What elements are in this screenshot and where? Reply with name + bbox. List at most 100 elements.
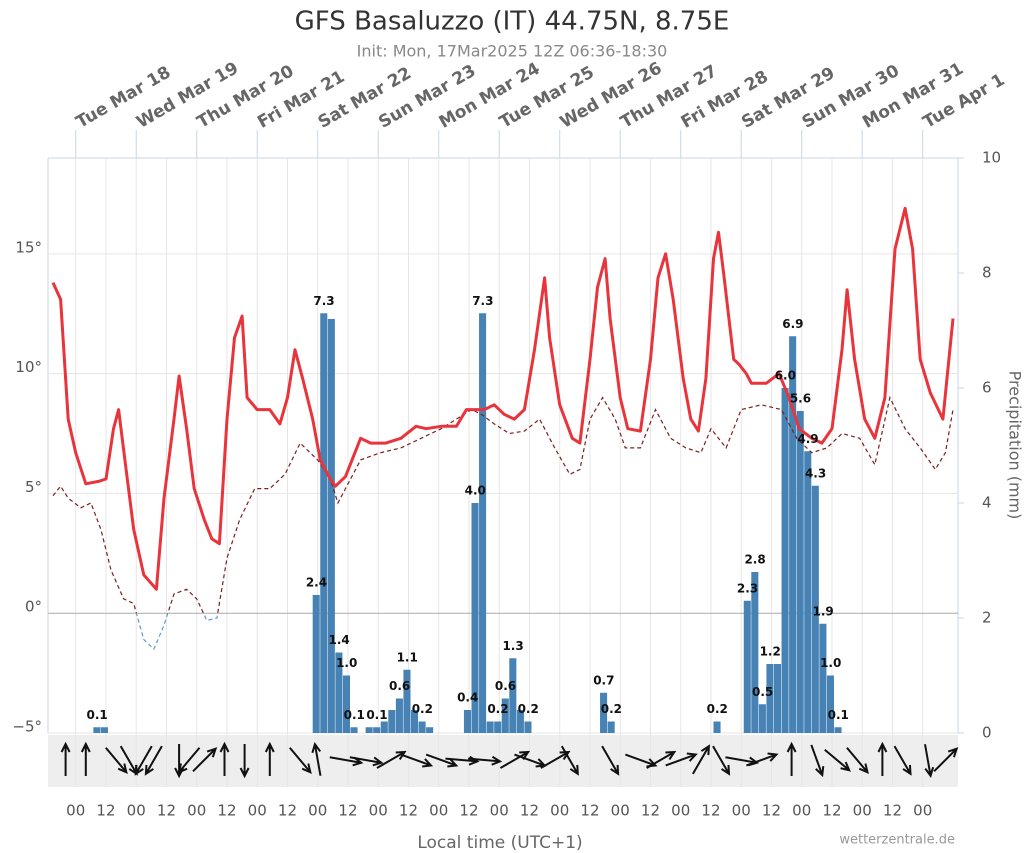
wind-arrow-shape bbox=[192, 747, 218, 773]
precip-label: 2.3 bbox=[737, 581, 758, 595]
precip-label: 7.3 bbox=[472, 294, 493, 308]
wind-arrow bbox=[601, 745, 620, 776]
x-tick-label: 12 bbox=[459, 802, 478, 820]
x-tick-label: 00 bbox=[187, 802, 206, 820]
precip-label: 0.1 bbox=[344, 708, 365, 722]
y2-tick-label: 10 bbox=[982, 149, 1001, 167]
precip-bar bbox=[342, 675, 350, 733]
precip-bar bbox=[804, 451, 812, 733]
x-tick-label: 00 bbox=[490, 802, 509, 820]
wind-arrow-shape bbox=[289, 747, 312, 774]
precip-label: 4.9 bbox=[797, 432, 818, 446]
x2-tick-label: Mon Mar 31 bbox=[859, 59, 967, 133]
precip-bar bbox=[320, 313, 328, 733]
y-tick-label: 0° bbox=[25, 598, 42, 616]
precip-label: 0.4 bbox=[457, 691, 478, 705]
precip-label: 1.3 bbox=[502, 639, 523, 653]
precip-label: 0.2 bbox=[707, 702, 728, 716]
x-tick-label: 12 bbox=[883, 802, 902, 820]
precip-label: 4.0 bbox=[465, 484, 486, 498]
x-tick-label: 00 bbox=[248, 802, 267, 820]
x-tick-label: 00 bbox=[853, 802, 872, 820]
precip-label: 1.0 bbox=[336, 656, 357, 670]
y2-axis-title: Precipitation (mm) bbox=[1006, 371, 1024, 520]
precip-bar bbox=[486, 721, 494, 733]
wind-arrow bbox=[400, 753, 434, 768]
x-tick-label: 00 bbox=[792, 802, 811, 820]
wind-arrow bbox=[134, 745, 153, 776]
x2-tick-label: Mon Mar 24 bbox=[436, 59, 544, 133]
x-tick-label: 12 bbox=[701, 802, 720, 820]
precip-label: 2.4 bbox=[306, 576, 327, 590]
y2-tick-label: 8 bbox=[982, 264, 992, 282]
wind-arrow-shape bbox=[425, 753, 459, 768]
x-tick-label: 12 bbox=[338, 802, 357, 820]
wind-arrow-shape bbox=[134, 745, 153, 776]
wind-arrow-shape bbox=[712, 745, 731, 776]
precip-bar bbox=[426, 727, 434, 733]
wind-arrow bbox=[824, 748, 851, 772]
wind-arrow bbox=[665, 752, 698, 767]
wind-arrow bbox=[60, 741, 71, 776]
wind-arrow-shape bbox=[560, 745, 579, 776]
wind-arrow bbox=[786, 741, 797, 776]
x-tick-label: 12 bbox=[96, 802, 115, 820]
precip-label: 1.2 bbox=[760, 645, 781, 659]
wind-arrow-shape bbox=[349, 756, 384, 767]
x-tick-label: 00 bbox=[913, 802, 932, 820]
precip-bar bbox=[811, 485, 819, 733]
wind-arrow bbox=[105, 747, 128, 774]
wind-arrow-shape bbox=[933, 747, 959, 773]
precip-bar bbox=[418, 721, 426, 733]
y2-tick-label: 2 bbox=[982, 609, 992, 627]
precip-bar bbox=[834, 727, 842, 733]
precip-label: 0.6 bbox=[389, 679, 410, 693]
precip-bar bbox=[471, 503, 479, 733]
x-tick-label: 12 bbox=[762, 802, 781, 820]
precip-label: 0.1 bbox=[366, 708, 387, 722]
x-tick-label: 12 bbox=[822, 802, 841, 820]
precip-label: 1.0 bbox=[820, 656, 841, 670]
precip-label: 0.2 bbox=[601, 702, 622, 716]
y2-tick-label: 6 bbox=[982, 379, 992, 397]
wind-arrow-shape bbox=[692, 744, 711, 775]
precip-label: 0.5 bbox=[752, 685, 773, 699]
chart-title: GFS Basaluzzo (IT) 44.75N, 8.75E bbox=[295, 7, 730, 37]
wind-arrow bbox=[924, 744, 935, 778]
wind-arrow-shape bbox=[540, 750, 571, 769]
y2-tick-label: 4 bbox=[982, 494, 992, 512]
wind-arrow-shape bbox=[746, 752, 779, 767]
precip-bar bbox=[327, 319, 335, 733]
y2-tick-label: 0 bbox=[982, 724, 992, 742]
wind-arrow bbox=[177, 747, 201, 774]
precip-bar bbox=[773, 664, 782, 733]
wind-arrow-shape bbox=[177, 747, 201, 774]
x-tick-label: 12 bbox=[641, 802, 660, 820]
wind-arrow-shape bbox=[400, 753, 434, 768]
wind-arrow bbox=[289, 747, 312, 774]
x-tick-label: 12 bbox=[520, 802, 539, 820]
wind-arrow bbox=[499, 750, 531, 769]
precip-bar bbox=[796, 411, 804, 733]
precip-label: 5.6 bbox=[790, 392, 811, 406]
wind-arrow bbox=[846, 747, 869, 774]
precip-label: 1.4 bbox=[329, 633, 350, 647]
precip-label: 0.6 bbox=[495, 679, 516, 693]
precip-bar bbox=[494, 721, 502, 733]
wind-arrow bbox=[712, 745, 731, 776]
wind-arrow-shape bbox=[144, 745, 163, 776]
precip-bar bbox=[516, 710, 524, 733]
wind-arrow-shape bbox=[264, 741, 275, 776]
wind-arrow bbox=[376, 750, 407, 769]
precip-label: 0.7 bbox=[593, 673, 614, 687]
y-tick-label: 10° bbox=[15, 358, 42, 376]
wind-arrow bbox=[646, 750, 677, 769]
wind-arrow-shape bbox=[665, 752, 698, 767]
wind-arrow-shape bbox=[646, 750, 677, 769]
x-tick-label: 00 bbox=[127, 802, 146, 820]
y-tick-label: 5° bbox=[25, 478, 42, 496]
precip-bar bbox=[713, 721, 721, 733]
wind-arrow bbox=[933, 747, 959, 773]
y-tick-label: 15° bbox=[15, 238, 42, 256]
